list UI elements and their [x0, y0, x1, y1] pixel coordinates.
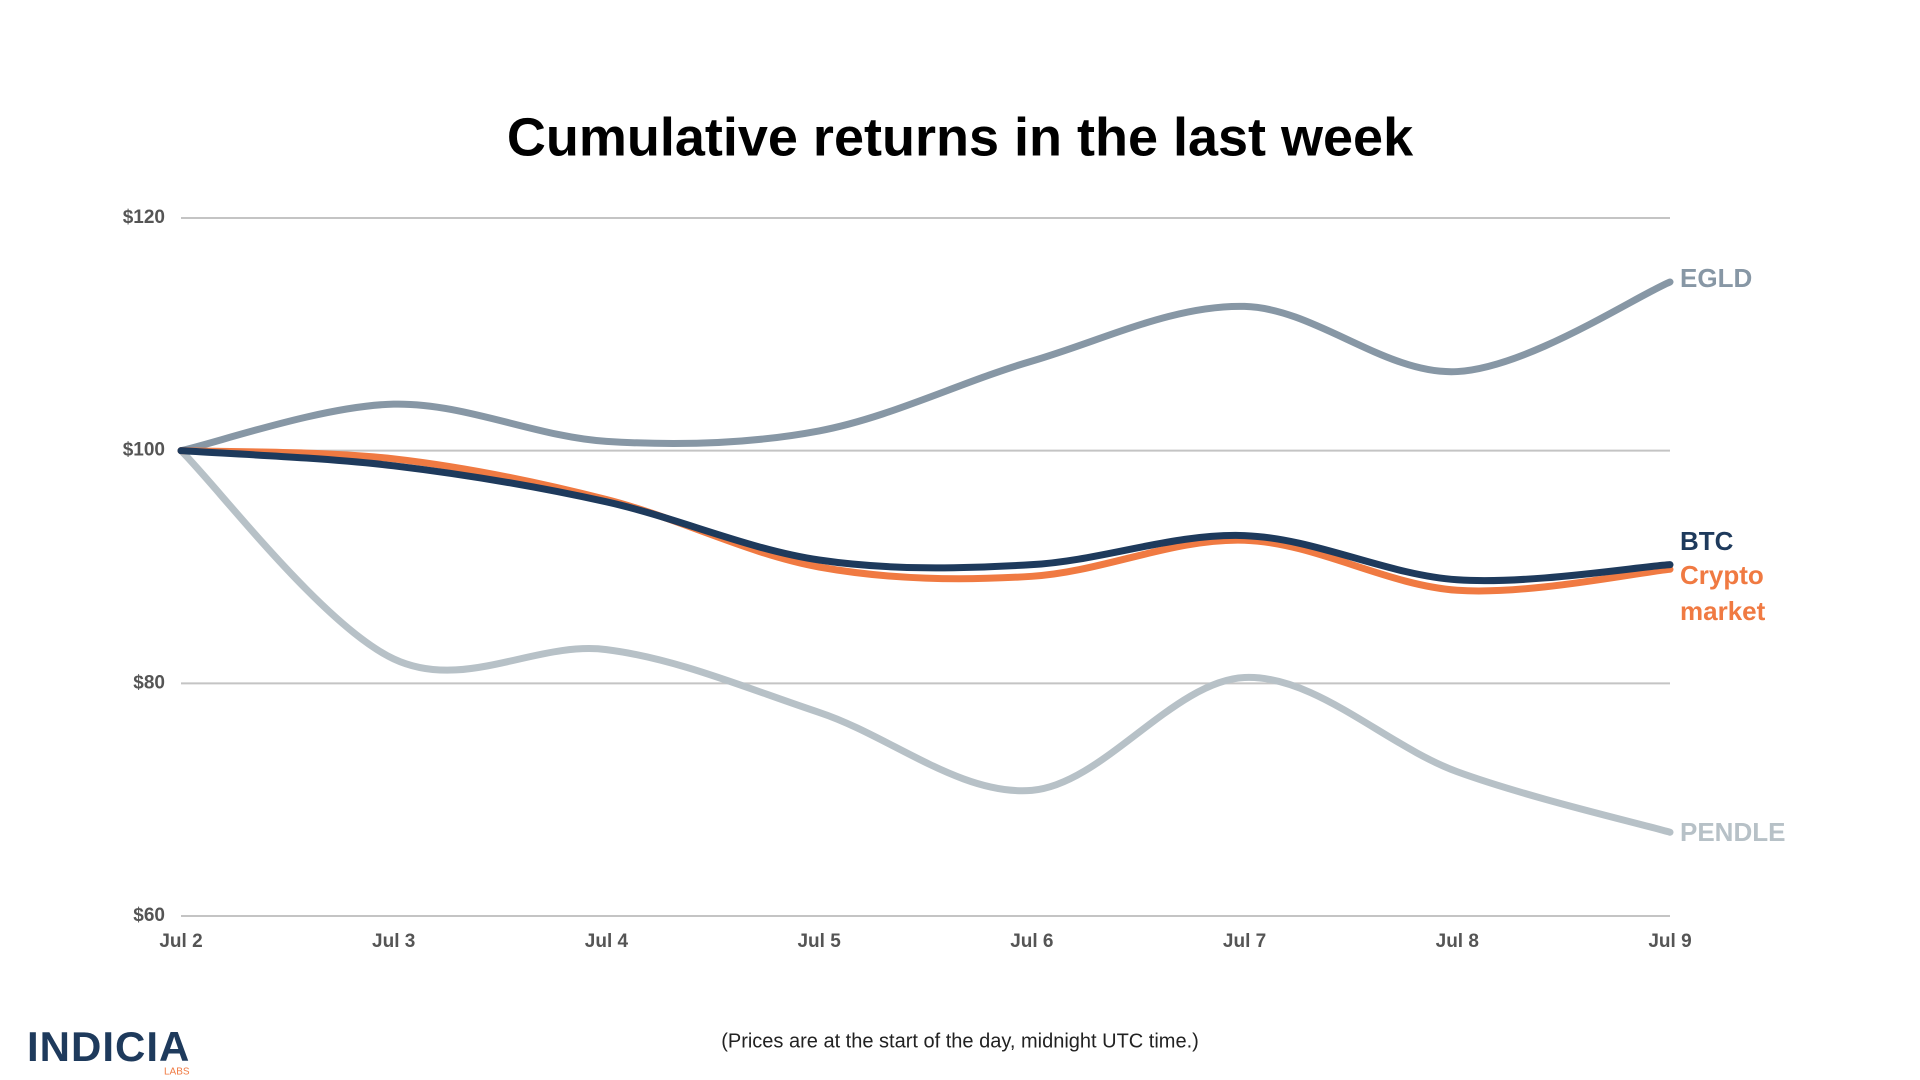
x-tick-label: Jul 8	[1436, 931, 1479, 952]
series-line	[177, 447, 1674, 836]
x-tick-label: Jul 4	[585, 931, 629, 952]
logo-sub: LABS	[164, 1067, 190, 1078]
legend-label: PENDLE	[1680, 817, 1786, 848]
y-tick-label: $80	[133, 672, 165, 693]
y-tick-label: $60	[133, 905, 165, 926]
logo-name: INDICIA	[27, 1023, 190, 1070]
series-line	[177, 447, 1674, 585]
x-tick-label: Jul 5	[797, 931, 841, 952]
x-tick-label: Jul 7	[1223, 931, 1266, 952]
y-tick-label: $120	[123, 207, 165, 228]
y-tick-label: $100	[123, 440, 165, 461]
chart-title: Cumulative returns in the last week	[507, 107, 1414, 167]
x-tick-label: Jul 3	[372, 931, 415, 952]
x-tick-label: Jul 9	[1648, 931, 1691, 952]
x-tick-label: Jul 2	[159, 931, 202, 952]
series-line	[177, 447, 1674, 595]
series-line	[177, 278, 1674, 455]
x-tick-label: Jul 6	[1010, 931, 1053, 952]
legend-label: EGLD	[1680, 262, 1753, 293]
legend-label: BTC	[1680, 525, 1734, 556]
footnote: (Prices are at the start of the day, mid…	[721, 1030, 1199, 1052]
legend-label: Crypto market	[1680, 560, 1766, 627]
